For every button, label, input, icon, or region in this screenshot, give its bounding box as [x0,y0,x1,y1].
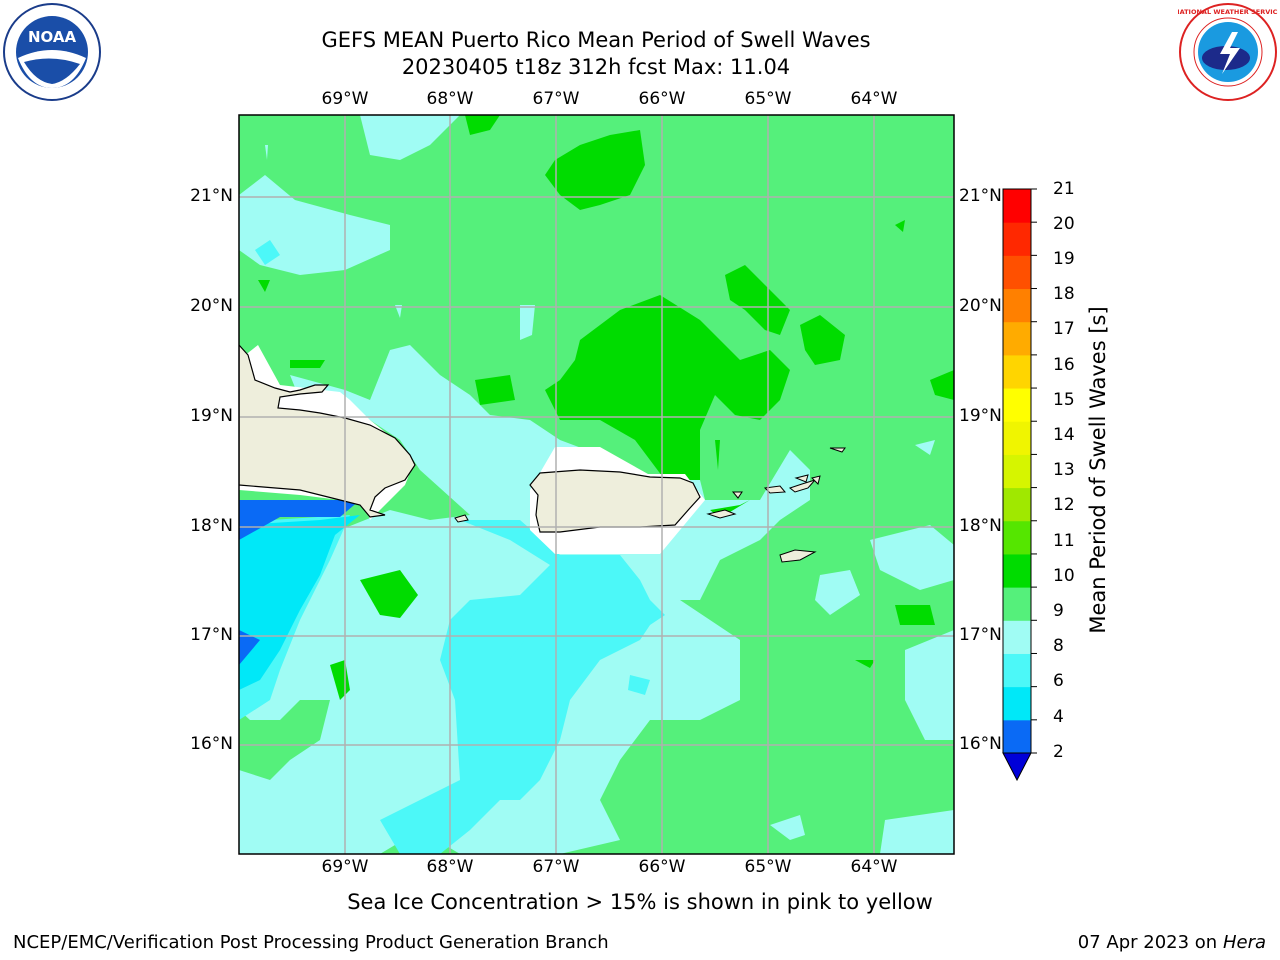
colorbar-tick: 9 [1053,601,1064,621]
noaa-logo: NOAA [3,3,101,101]
lon-label-bottom: 67°W [532,857,580,877]
lon-label-top: 68°W [426,89,474,109]
colorbar-label: Mean Period of Swell Waves [s] [1086,306,1110,634]
colorbar-segment [1003,587,1031,621]
colorbar-under-arrow [1002,752,1032,782]
colorbar-tick: 20 [1053,214,1075,234]
colorbar-segment [1003,255,1031,290]
map-gridlines [239,115,954,854]
colorbar-tick: 12 [1053,495,1075,515]
colorbar-frame [1002,188,1032,754]
footer-date-text: 07 Apr 2023 on [1077,932,1223,953]
colorbar-segment [1003,653,1031,688]
colorbar-segment [1003,620,1031,654]
chart-title: GEFS MEAN Puerto Rico Mean Period of Swe… [321,28,871,52]
nws-logo: NATIONAL WEATHER SERVICE [1178,3,1278,101]
colorbar-tick: 6 [1053,671,1064,691]
lon-label-top: 65°W [744,89,792,109]
lat-label-left: 16°N [190,734,233,754]
lon-label-bottom: 66°W [638,857,686,877]
colorbar-segment [1003,421,1031,455]
footer-host: Hera [1222,932,1266,953]
colorbar-tick: 17 [1053,319,1075,339]
colorbar-segment [1003,487,1031,522]
colorbar-tick: 16 [1053,355,1075,375]
lat-label-left: 17°N [190,625,233,645]
colorbar [1002,188,1037,782]
colorbar-segment [1003,454,1031,489]
lon-label-bottom: 65°W [744,857,792,877]
swell-10-11s-region [258,115,954,700]
map-panel [238,114,955,855]
colorbar-tick: 2 [1053,742,1064,762]
footer-date: 07 Apr 2023 on Hera [1078,932,1266,953]
nws-logo-text: NATIONAL WEATHER SERVICE [1178,8,1278,16]
colorbar-tick: 11 [1053,531,1075,551]
lat-label-right: 17°N [959,625,1002,645]
colorbar-segment [1003,553,1031,588]
colorbar-segment [1003,189,1031,223]
lon-label-top: 69°W [321,89,369,109]
colorbar-segment [1003,388,1031,422]
colorbar-segment [1003,321,1031,356]
lat-label-right: 21°N [959,186,1002,206]
colorbar-segment [1003,354,1031,389]
lon-label-bottom: 64°W [850,857,898,877]
colorbar-tick: 19 [1053,249,1075,269]
colorbar-segment [1003,520,1031,555]
lat-label-left: 21°N [190,186,233,206]
sea-ice-note: Sea Ice Concentration > 15% is shown in … [347,890,933,914]
small-islands [454,447,846,563]
lat-label-left: 18°N [190,516,233,536]
lat-label-right: 18°N [959,516,1002,536]
footer-credit: NCEP/EMC/Verification Post Processing Pr… [13,932,609,953]
lon-label-top: 64°W [850,89,898,109]
lon-label-bottom: 69°W [321,857,369,877]
map-frame [238,114,955,855]
colorbar-segment [1003,686,1031,721]
colorbar-tick: 10 [1053,566,1075,586]
colorbar-tick: 14 [1053,425,1075,445]
colorbar-tick: 8 [1053,636,1064,656]
colorbar-segment [1003,288,1031,323]
lat-label-left: 19°N [190,406,233,426]
lat-label-right: 20°N [959,296,1002,316]
lon-label-top: 66°W [638,89,686,109]
hispaniola-land [239,344,416,520]
swell-2-4s-region [239,500,360,665]
noaa-logo-text: NOAA [28,28,77,46]
lat-label-left: 20°N [190,296,233,316]
lat-label-right: 19°N [959,406,1002,426]
colorbar-tick: 21 [1053,179,1075,199]
colorbar-segment [1003,222,1031,256]
lat-label-right: 16°N [959,734,1002,754]
colorbar-segment [1003,719,1031,754]
colorbar-tick: 4 [1053,707,1064,727]
colorbar-tick: 15 [1053,390,1075,410]
swell-4-6s-region [239,515,360,690]
colorbar-tick: 13 [1053,460,1075,480]
colorbar-tick: 18 [1053,284,1075,304]
lon-label-bottom: 68°W [426,857,474,877]
chart-subtitle: 20230405 t18z 312h fcst Max: 11.04 [401,55,791,79]
lon-label-top: 67°W [532,89,580,109]
